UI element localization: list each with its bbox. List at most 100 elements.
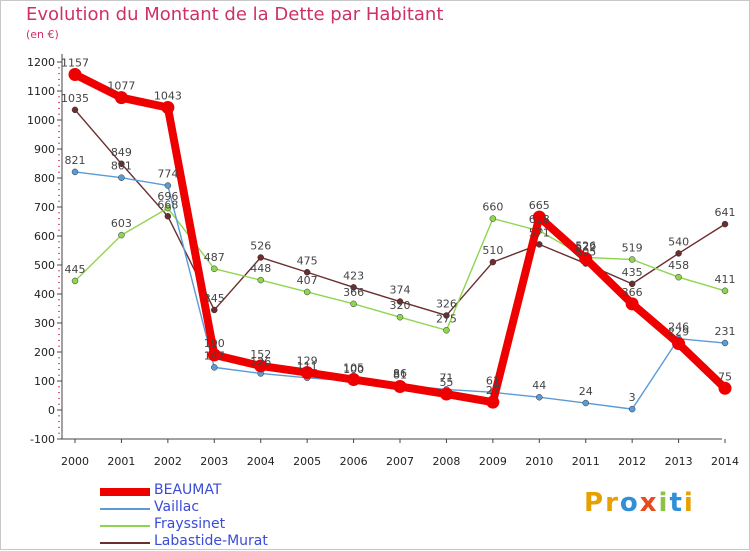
data-point: [71, 168, 79, 176]
y-tick-label: 200: [34, 346, 55, 359]
data-point: [161, 101, 175, 115]
data-label: 526: [250, 239, 271, 252]
data-point: [439, 387, 453, 401]
data-label: 345: [204, 292, 225, 305]
data-label: 505: [575, 246, 596, 259]
data-point: [68, 67, 82, 81]
data-label: 445: [65, 263, 86, 276]
data-label: 668: [157, 198, 178, 211]
data-point: [675, 273, 682, 281]
data-label: 487: [204, 251, 225, 264]
data-point: [628, 405, 636, 413]
y-tick-label: 700: [34, 201, 55, 214]
logo-letter: i: [658, 488, 670, 518]
logo-letter: x: [639, 488, 659, 518]
data-point: [625, 297, 639, 311]
data-label: 423: [343, 269, 364, 282]
data-point: [164, 182, 172, 189]
data-label: 152: [250, 348, 271, 361]
data-label: 86: [393, 367, 407, 380]
data-label: 571: [529, 226, 550, 239]
data-label: 326: [436, 297, 457, 310]
y-tick-label: 1000: [27, 114, 55, 127]
x-tick-label: 2009: [479, 455, 507, 468]
x-tick-label: 2013: [665, 455, 693, 468]
logo-letter: i: [683, 488, 695, 518]
data-label: 75: [718, 370, 732, 383]
data-label: 3: [629, 391, 636, 404]
data-point: [489, 215, 497, 222]
data-point: [582, 399, 589, 407]
proxiti-logo: Proxiti: [584, 488, 695, 518]
x-tick-label: 2010: [525, 455, 553, 468]
x-tick-label: 2004: [247, 455, 275, 468]
data-point: [303, 288, 311, 296]
y-tick-label: 1100: [27, 85, 55, 98]
data-point: [579, 252, 593, 266]
data-label: 522: [575, 241, 596, 254]
y-tick-label: 400: [34, 288, 55, 301]
data-label: 246: [668, 321, 689, 334]
data-label: 320: [390, 299, 411, 312]
data-label: 126: [250, 355, 271, 368]
logo-letter: P: [584, 488, 606, 518]
x-tick-label: 2003: [200, 455, 228, 468]
data-point: [396, 298, 404, 305]
data-label: 275: [436, 312, 457, 325]
data-label: 1035: [61, 92, 89, 105]
data-point: [164, 213, 172, 220]
legend-label: Frayssinet: [154, 516, 226, 532]
logo-letter: r: [605, 488, 620, 518]
y-tick-label: 900: [34, 143, 55, 156]
data-label: 147: [204, 349, 225, 362]
x-tick-label: 2008: [432, 455, 460, 468]
data-label: 81: [393, 369, 407, 382]
data-label: 44: [532, 379, 546, 392]
data-point: [211, 306, 218, 314]
y-tick-label: 600: [34, 230, 55, 243]
data-point: [347, 373, 361, 387]
data-point: [443, 327, 450, 334]
data-point: [721, 339, 729, 347]
data-label: 55: [439, 376, 453, 389]
legend-label: Vaillac: [154, 499, 200, 515]
data-label: 61: [486, 374, 500, 387]
series-line-beaumat: [73, 70, 728, 407]
data-label: 618: [529, 213, 550, 226]
data-point: [350, 300, 357, 308]
data-point: [350, 284, 357, 291]
data-point: [532, 210, 546, 224]
data-label: 24: [579, 385, 593, 398]
legend-swatch: [100, 525, 150, 527]
data-label: 100: [343, 363, 364, 376]
data-label: 510: [482, 244, 503, 257]
unit-label: (en €): [26, 28, 59, 41]
y-tick-label: 1200: [27, 56, 55, 69]
legend-swatch: [100, 508, 150, 510]
x-tick-label: 2006: [340, 455, 368, 468]
chart-title: Evolution du Montant de la Dette par Hab…: [26, 4, 444, 25]
data-point: [489, 258, 497, 266]
y-tick-label: 800: [34, 172, 55, 185]
data-label: 526: [575, 239, 596, 252]
x-tick-label: 2007: [386, 455, 414, 468]
data-label: 229: [668, 326, 689, 339]
data-point: [672, 337, 686, 351]
data-label: 231: [715, 325, 736, 338]
data-label: 71: [439, 371, 453, 384]
data-point: [254, 359, 268, 373]
x-tick-label: 2002: [154, 455, 182, 468]
logo-letter: t: [669, 488, 684, 518]
data-label: 105: [343, 362, 364, 375]
y-tick-label: -100: [30, 433, 55, 446]
data-point: [486, 395, 500, 409]
data-label: 801: [111, 160, 132, 173]
legend-label: Labastide-Murat: [154, 533, 268, 549]
data-label: 641: [715, 206, 736, 219]
data-point: [721, 220, 729, 228]
data-label: 849: [111, 146, 132, 159]
data-point: [536, 393, 543, 401]
x-tick-label: 2005: [293, 455, 321, 468]
